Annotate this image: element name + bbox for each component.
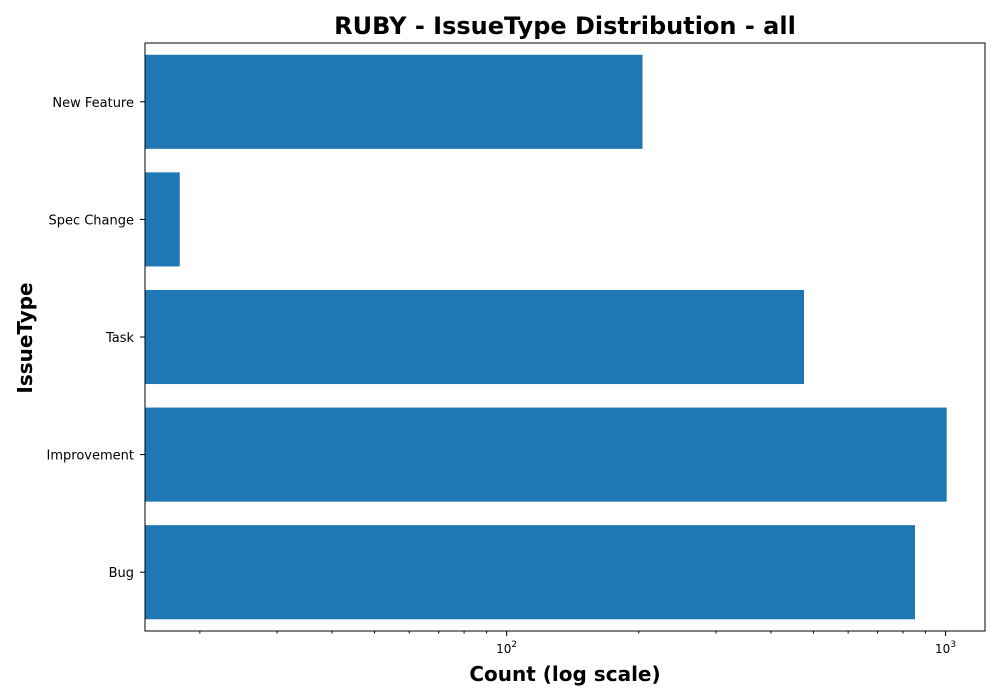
bar-task bbox=[145, 289, 805, 385]
y-axis-label: IssueType bbox=[13, 282, 37, 393]
bars-group bbox=[145, 54, 947, 620]
y-ticks-group: New Feature Spec Change Task Improvement Bug bbox=[47, 96, 145, 581]
bar-spec-change bbox=[145, 172, 180, 267]
y-tick-label: New Feature bbox=[52, 96, 134, 111]
x-tick-label: 102 bbox=[496, 640, 517, 656]
x-ticks-group: 102 103 bbox=[199, 631, 956, 656]
y-tick-label: Spec Change bbox=[48, 213, 134, 228]
bar-bug bbox=[145, 525, 916, 620]
chart-title: RUBY - IssueType Distribution - all bbox=[334, 12, 796, 40]
plot-frame bbox=[144, 42, 986, 632]
y-tick-label: Task bbox=[105, 331, 135, 346]
bar-improvement bbox=[145, 407, 947, 502]
x-tick-label: 103 bbox=[935, 640, 956, 656]
y-tick-label: Improvement bbox=[47, 449, 134, 464]
bar-new-feature bbox=[145, 54, 643, 149]
x-axis-label: Count (log scale) bbox=[469, 662, 660, 686]
y-tick-label: Bug bbox=[109, 566, 134, 581]
